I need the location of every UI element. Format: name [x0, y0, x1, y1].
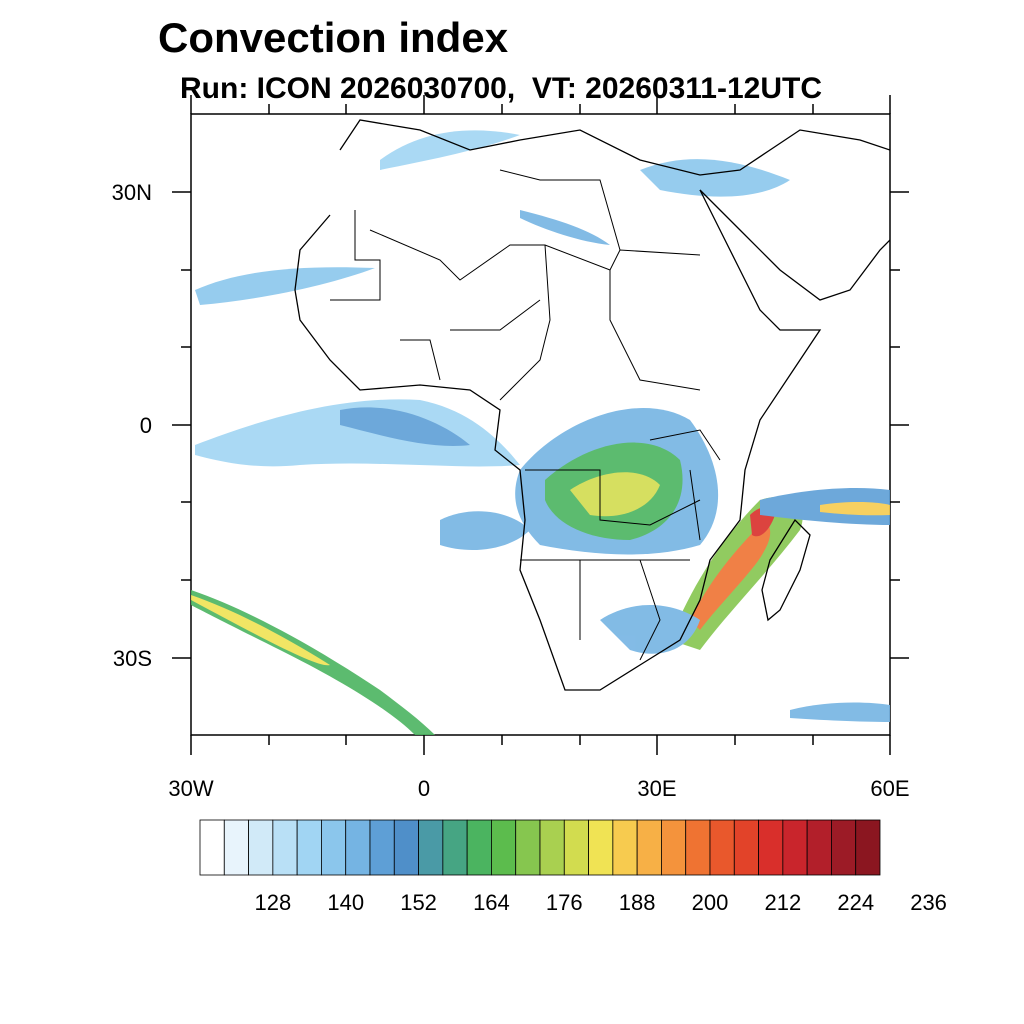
colorbar — [199, 819, 881, 876]
country-borders — [330, 169, 721, 661]
colorbar-swatch — [345, 819, 371, 876]
colorbar-swatch — [223, 819, 249, 876]
colorbar-label: 212 — [764, 890, 802, 915]
colorbar-swatch — [806, 819, 832, 876]
colorbar-swatch — [855, 819, 881, 876]
colorbar-swatch — [442, 819, 468, 876]
colorbar-swatch — [418, 819, 444, 876]
colorbar-swatch — [612, 819, 638, 876]
colorbar-swatch — [321, 819, 347, 876]
colorbar-swatch — [733, 819, 759, 876]
map-subtitle: Run: ICON 2026030700, VT: 20260311-12UTC — [180, 72, 822, 105]
lat-label-30n: 30N — [111, 180, 152, 205]
colorbar-swatch — [636, 819, 662, 876]
colorbar-swatch — [466, 819, 492, 876]
colorbar-label: 188 — [618, 890, 656, 915]
colorbar-swatch — [272, 819, 298, 876]
axis-ticks — [172, 95, 909, 755]
coastlines — [294, 119, 890, 691]
colorbar-label: 164 — [473, 890, 510, 915]
colorbar-swatch — [782, 819, 808, 876]
colorbar-swatch — [661, 819, 687, 876]
colorbar-swatch — [539, 819, 565, 876]
colorbar-label: 140 — [327, 890, 365, 915]
colorbar-swatch — [393, 819, 419, 876]
colorbar-label: 224 — [837, 890, 875, 915]
colorbar-label: 236 — [910, 890, 947, 915]
colorbar-swatch — [491, 819, 517, 876]
lon-label-0: 0 — [417, 776, 431, 801]
lon-label-30w: 30W — [168, 776, 214, 801]
colorbar-swatch — [758, 819, 784, 876]
colorbar-swatch — [685, 819, 711, 876]
colorbar-swatch — [709, 819, 735, 876]
colorbar-label: 152 — [400, 890, 437, 915]
colorbar-swatch — [248, 819, 274, 876]
colorbar-swatch — [831, 819, 857, 876]
lat-label-30s: 30S — [112, 646, 152, 671]
lon-label-30e: 30E — [637, 776, 677, 801]
colorbar-swatch — [588, 819, 614, 876]
colorbar-swatch — [199, 819, 225, 876]
colorbar-swatch — [296, 819, 322, 876]
colorbar-swatch — [563, 819, 589, 876]
convection-field — [191, 130, 890, 735]
lon-label-60e: 60E — [870, 776, 910, 801]
colorbar-label: 176 — [545, 890, 583, 915]
map-content — [191, 119, 890, 735]
colorbar-swatch — [369, 819, 395, 876]
lat-label-0: 0 — [139, 413, 152, 438]
map-title: Convection index — [158, 14, 509, 61]
colorbar-swatch — [515, 819, 541, 876]
colorbar-label: 128 — [254, 890, 292, 915]
colorbar-label: 200 — [691, 890, 729, 915]
